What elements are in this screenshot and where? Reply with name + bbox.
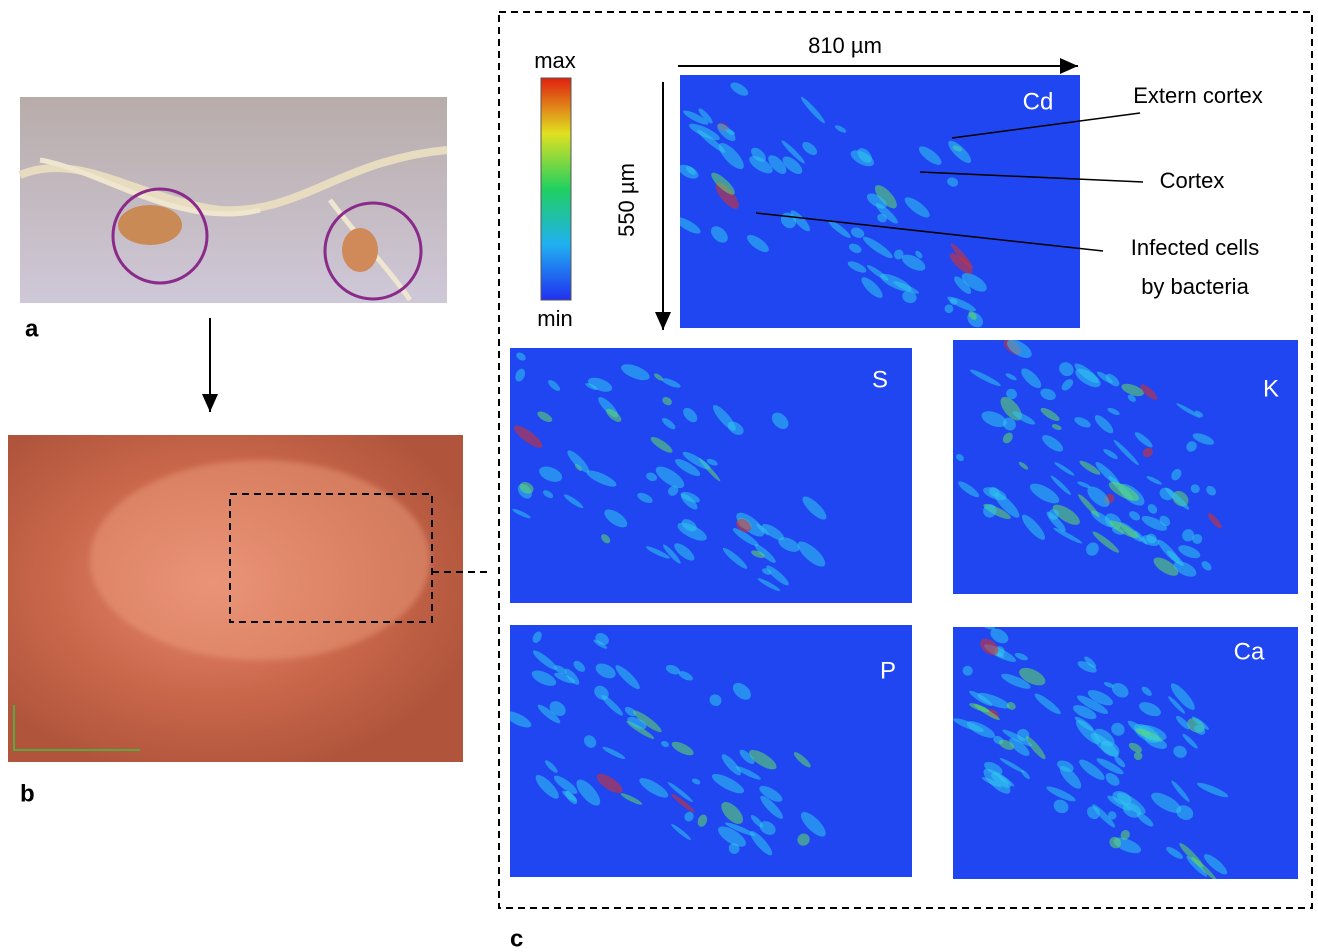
scale-height: 550 µm <box>614 163 639 237</box>
colorbar-min: min <box>537 306 572 331</box>
element-label: P <box>880 657 896 684</box>
map-blob <box>679 54 699 74</box>
panel-label: b <box>20 780 35 807</box>
panel-label: c <box>510 925 523 952</box>
map-background <box>510 625 912 877</box>
photo-roots <box>20 97 447 303</box>
colorbar-max: max <box>534 48 576 73</box>
element-map: Cd <box>673 54 1080 330</box>
map-background <box>510 348 912 603</box>
panel-c: max min 810 µm 550 µm Cd S K P Ca Extern cor… <box>499 12 1312 952</box>
element-map: S <box>510 348 912 603</box>
element-map: K <box>953 336 1298 594</box>
panel-b: b <box>8 435 487 807</box>
element-map: Ca <box>952 615 1298 882</box>
scale-width: 810 µm <box>808 33 882 58</box>
annotation: by bacteria <box>1141 274 1249 299</box>
element-label: Cd <box>1023 88 1054 115</box>
figure: a b max min 810 µm 550 µm Cd S K P Ca Extern… <box>0 0 1318 952</box>
panel-a: a <box>20 97 447 342</box>
element-label: Ca <box>1234 638 1265 665</box>
element-map: P <box>503 625 912 877</box>
panel-label: a <box>25 315 39 342</box>
map-background <box>953 340 1298 594</box>
element-label: K <box>1263 375 1279 402</box>
annotation: Cortex <box>1160 168 1225 193</box>
element-label: S <box>872 366 888 393</box>
colorbar <box>541 78 571 300</box>
annotation: Extern cortex <box>1133 83 1263 108</box>
annotation: Infected cells <box>1131 235 1259 260</box>
